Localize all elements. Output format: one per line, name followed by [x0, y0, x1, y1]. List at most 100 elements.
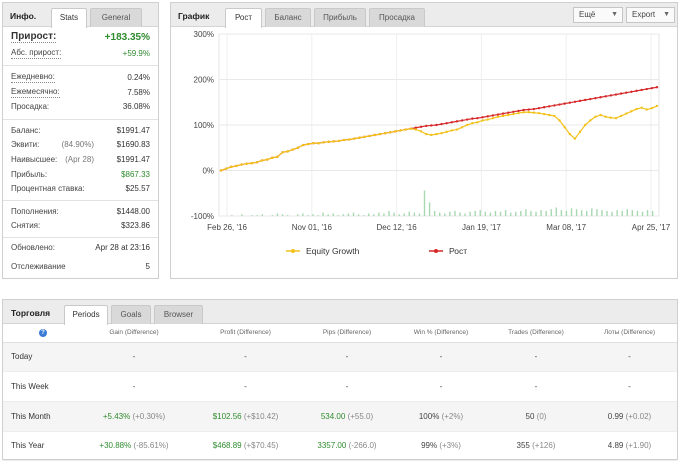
daily-value: 0.24%: [127, 73, 150, 82]
growth-value: +183.35%: [104, 32, 150, 43]
tab-general[interactable]: General: [90, 8, 142, 27]
series-point: [599, 96, 602, 99]
series-point: [286, 150, 289, 153]
pips-value: -: [345, 352, 349, 362]
series-point: [301, 143, 305, 147]
series-point: [619, 114, 623, 118]
column-header[interactable]: Trades (Difference): [490, 324, 582, 343]
series-point: [655, 86, 659, 89]
column-header[interactable]: Gain (Difference): [79, 324, 189, 343]
pips-cell: -: [302, 342, 392, 373]
series-point: [496, 115, 500, 119]
series-point: [271, 156, 274, 159]
gain-difference: (-85.61%): [133, 441, 169, 451]
profit-cell: -: [189, 371, 302, 402]
column-header[interactable]: Pips (Difference): [302, 324, 392, 343]
series-point: [399, 129, 402, 132]
updated-value: Apr 28 at 23:16: [95, 243, 150, 252]
series-point: [614, 93, 618, 96]
balance-label: Баланс:: [11, 126, 41, 135]
volume-bar: [352, 212, 355, 216]
tab-growth[interactable]: Рост: [225, 8, 262, 28]
win-value: -: [439, 382, 443, 392]
series-point: [471, 117, 474, 120]
series-point: [532, 111, 536, 114]
series-point: [476, 116, 479, 120]
series-point: [471, 121, 474, 125]
x-tick-label: Mar 08, '17: [546, 223, 586, 232]
series-point: [414, 128, 418, 131]
series-point: [250, 162, 253, 165]
series-point: [322, 141, 325, 144]
series-point: [424, 124, 428, 128]
series-point: [609, 116, 613, 119]
volume-bar: [261, 214, 263, 216]
series-point: [445, 121, 448, 125]
tab-balance[interactable]: Баланс: [265, 8, 311, 27]
volume-bar: [302, 213, 304, 216]
lots-value: 4.89: [607, 441, 624, 451]
balance-row: Баланс: $1991.47: [11, 124, 150, 138]
volume-bar: [276, 213, 279, 216]
volume-bar: [281, 214, 284, 216]
trades-value: 50: [525, 411, 535, 421]
tab-stats[interactable]: Stats: [51, 8, 87, 28]
volume-bar: [591, 208, 593, 216]
series-point: [368, 134, 371, 138]
series-point: [630, 110, 633, 113]
series-point: [512, 112, 515, 116]
series-point: [609, 94, 613, 97]
series-point: [604, 115, 607, 119]
column-header[interactable]: Лоты (Difference): [582, 324, 677, 343]
series-point: [548, 105, 551, 108]
volume-bar: [520, 210, 522, 216]
series-point: [430, 124, 433, 127]
daily-label: Ежедневно:: [11, 72, 55, 83]
win-cell: 100% (+2%): [392, 401, 490, 432]
volume-bar: [489, 212, 492, 216]
series-point: [583, 98, 587, 102]
tab-profit[interactable]: Прибыль: [314, 8, 366, 27]
lots-cell: -: [582, 342, 677, 373]
gain-value: -: [132, 352, 136, 362]
x-tick-label: Jan 19, '17: [462, 223, 501, 232]
profit-difference: (+$70.45): [243, 441, 279, 451]
column-header[interactable]: Profit (Difference): [189, 324, 302, 343]
volume-bar: [530, 210, 532, 216]
more-dropdown[interactable]: Ещё ▼: [573, 7, 623, 23]
period-label: This Week: [3, 371, 79, 402]
series-point: [589, 119, 592, 122]
chevron-down-icon: ▼: [663, 11, 670, 18]
series-point: [625, 91, 628, 94]
gain-cell: -: [79, 371, 189, 402]
volume-bar: [479, 210, 481, 216]
series-point: [435, 123, 438, 127]
tab-browser[interactable]: Browser: [154, 305, 203, 324]
x-tick-label: Dec 12, '16: [376, 223, 417, 232]
series-point: [568, 101, 571, 104]
tab-periods[interactable]: Periods: [64, 305, 108, 325]
tab-drawdown[interactable]: Просадка: [369, 8, 425, 27]
equity-label: Эквити:: [11, 140, 40, 149]
profit-difference: (+$10.42): [243, 411, 279, 421]
export-dropdown[interactable]: Export ▼: [626, 7, 675, 23]
series-point: [522, 111, 525, 114]
volume-bar: [368, 213, 370, 216]
volume-bar: [231, 215, 233, 216]
series-point: [507, 113, 510, 117]
profit-value: -: [244, 352, 247, 362]
series-point: [409, 127, 412, 130]
help-header: ?: [3, 324, 79, 343]
table-row: This Week - - - - - -: [3, 371, 677, 402]
series-point: [450, 129, 454, 132]
tab-goals[interactable]: Goals: [111, 305, 151, 324]
series-point: [517, 109, 520, 113]
volume-bar: [286, 215, 289, 216]
series-point: [291, 148, 295, 151]
series-point: [645, 108, 648, 111]
volume-bar: [403, 213, 405, 216]
series-point: [327, 140, 330, 144]
volume-bar: [388, 210, 390, 216]
column-header[interactable]: Win % (Difference): [392, 324, 490, 343]
help-icon[interactable]: ?: [39, 328, 47, 337]
